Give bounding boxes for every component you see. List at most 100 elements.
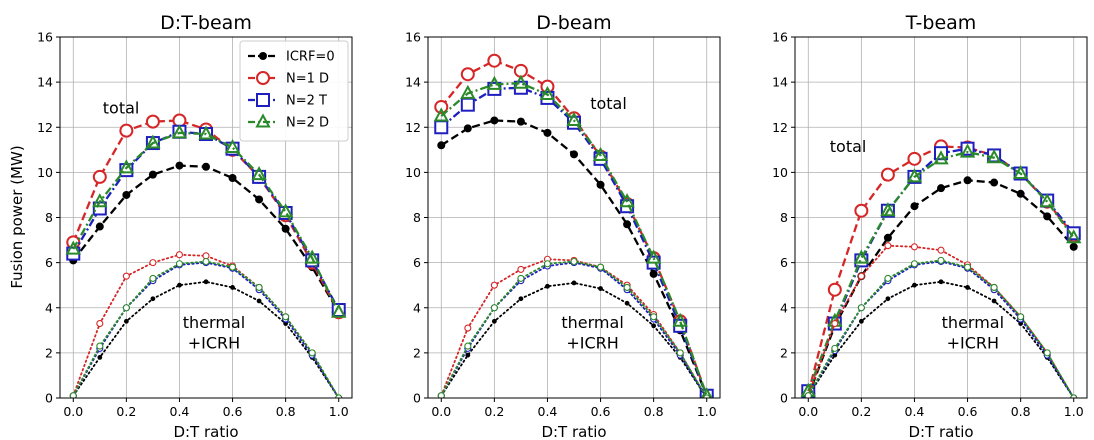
marker-point (120, 125, 132, 137)
panel-2: 02468101214160.0 0.2 0.4 0.6 0.8 1.0D-beamD:T… (405, 12, 720, 440)
marker-point (518, 266, 524, 272)
marker-point (490, 116, 498, 124)
y-tick-label: 2 (45, 345, 53, 360)
marker-point (858, 273, 864, 279)
legend-item-n2t: N=2 T (248, 94, 327, 109)
x-tick-label: 0.4 (905, 404, 925, 419)
annotation: +ICRH (188, 333, 240, 352)
y-tick-label: 0 (780, 391, 788, 406)
marker-point (94, 171, 106, 183)
marker-point (124, 319, 129, 324)
series-total-n1d (67, 114, 344, 318)
marker-legend-marker (257, 72, 269, 84)
marker-point (625, 301, 630, 306)
marker-point (651, 323, 656, 328)
marker-point (912, 283, 917, 288)
marker-point (910, 202, 918, 210)
y-tick-label: 0 (413, 391, 421, 406)
series-total-n2d (802, 146, 1079, 396)
marker-legend-marker (257, 94, 269, 106)
marker-point (624, 284, 630, 290)
marker-point (177, 283, 182, 288)
y-tick-label: 14 (37, 75, 53, 90)
legend: ICRF=0 N=1 D N=2 T N=2 D (240, 41, 348, 141)
marker-point (964, 176, 972, 184)
marker-point (886, 296, 891, 301)
chart-title: D-beam (536, 12, 611, 34)
y-tick-label: 16 (37, 30, 53, 45)
marker-point (832, 321, 838, 327)
y-tick-label: 4 (413, 300, 421, 315)
y-tick-label: 14 (405, 75, 421, 90)
series-line (808, 180, 1073, 395)
x-tick-label: 0.8 (644, 404, 664, 419)
marker-point (855, 205, 867, 217)
legend-label: N=2 T (286, 94, 327, 109)
x-tick-label: 0.6 (591, 404, 611, 419)
marker-point (832, 345, 838, 351)
x-tick-label: 1.0 (329, 404, 349, 419)
marker-point (1070, 243, 1078, 251)
marker-point (965, 285, 970, 290)
series-total-n2t (435, 82, 712, 402)
marker-point (571, 258, 577, 264)
marker-point (939, 279, 944, 284)
marker-point (1044, 350, 1050, 356)
x-tick-label: 0.6 (958, 404, 978, 419)
x-tick-label: 0.8 (276, 404, 296, 419)
x-tick-label: 0.0 (63, 404, 83, 419)
marker-point (465, 353, 470, 358)
marker-point (543, 129, 551, 137)
x-axis-label: D:T ratio (541, 423, 606, 440)
marker-point (464, 124, 472, 132)
marker-legend-marker (259, 52, 267, 60)
marker-point (517, 118, 525, 126)
marker-point (309, 350, 315, 356)
marker-point (488, 55, 500, 67)
marker-point (150, 260, 156, 266)
y-tick-label: 10 (37, 165, 53, 180)
x-tick-label: 1.0 (697, 404, 717, 419)
y-tick-label: 12 (405, 120, 421, 135)
x-tick-label: 0.4 (538, 404, 558, 419)
x-tick-label: 1.0 (1064, 404, 1084, 419)
marker-point (859, 319, 864, 324)
legend-label: N=1 D (286, 72, 329, 87)
marker-point (623, 220, 631, 228)
marker-point (230, 285, 235, 290)
chart-title: T-beam (905, 12, 977, 34)
marker-point (149, 171, 157, 179)
marker-point (491, 305, 497, 311)
y-tick-label: 2 (413, 345, 421, 360)
marker-point (990, 179, 998, 187)
marker-point (175, 162, 183, 170)
marker-point (572, 281, 577, 286)
x-tick-label: 0.2 (484, 404, 504, 419)
marker-point (545, 284, 550, 289)
panel-3: 0 2 4 6 8 10 12 14 16 0.0 0.2 0.4 0.6 0.8 1.0 T-beam D:T… (772, 12, 1087, 440)
y-tick-label: 6 (780, 255, 788, 270)
marker-point (885, 275, 891, 281)
panel-1: 02468101214160.0 0.2 0.4 0.6 0.8 1.0D:T-beamD… (37, 12, 352, 440)
y-tick-label: 12 (772, 120, 788, 135)
y-tick-label: 6 (413, 255, 421, 270)
marker-point (462, 99, 474, 111)
annotation: thermal (561, 313, 623, 332)
marker-point (229, 174, 237, 182)
y-tick-label: 6 (45, 255, 53, 270)
marker-point (1017, 190, 1025, 198)
legend-label: ICRF=0 (286, 50, 335, 65)
series-line (73, 133, 338, 312)
x-axis-label: D:T ratio (173, 423, 238, 440)
y-tick-label: 0 (45, 391, 53, 406)
marker-point (544, 261, 550, 267)
marker-point (991, 284, 997, 290)
annotation: total (830, 137, 867, 156)
y-tick-label: 8 (413, 210, 421, 225)
x-tick-label: 0.4 (170, 404, 190, 419)
marker-point (151, 296, 156, 301)
marker-point (911, 261, 917, 267)
marker-point (570, 150, 578, 158)
y-tick-label: 10 (772, 165, 788, 180)
